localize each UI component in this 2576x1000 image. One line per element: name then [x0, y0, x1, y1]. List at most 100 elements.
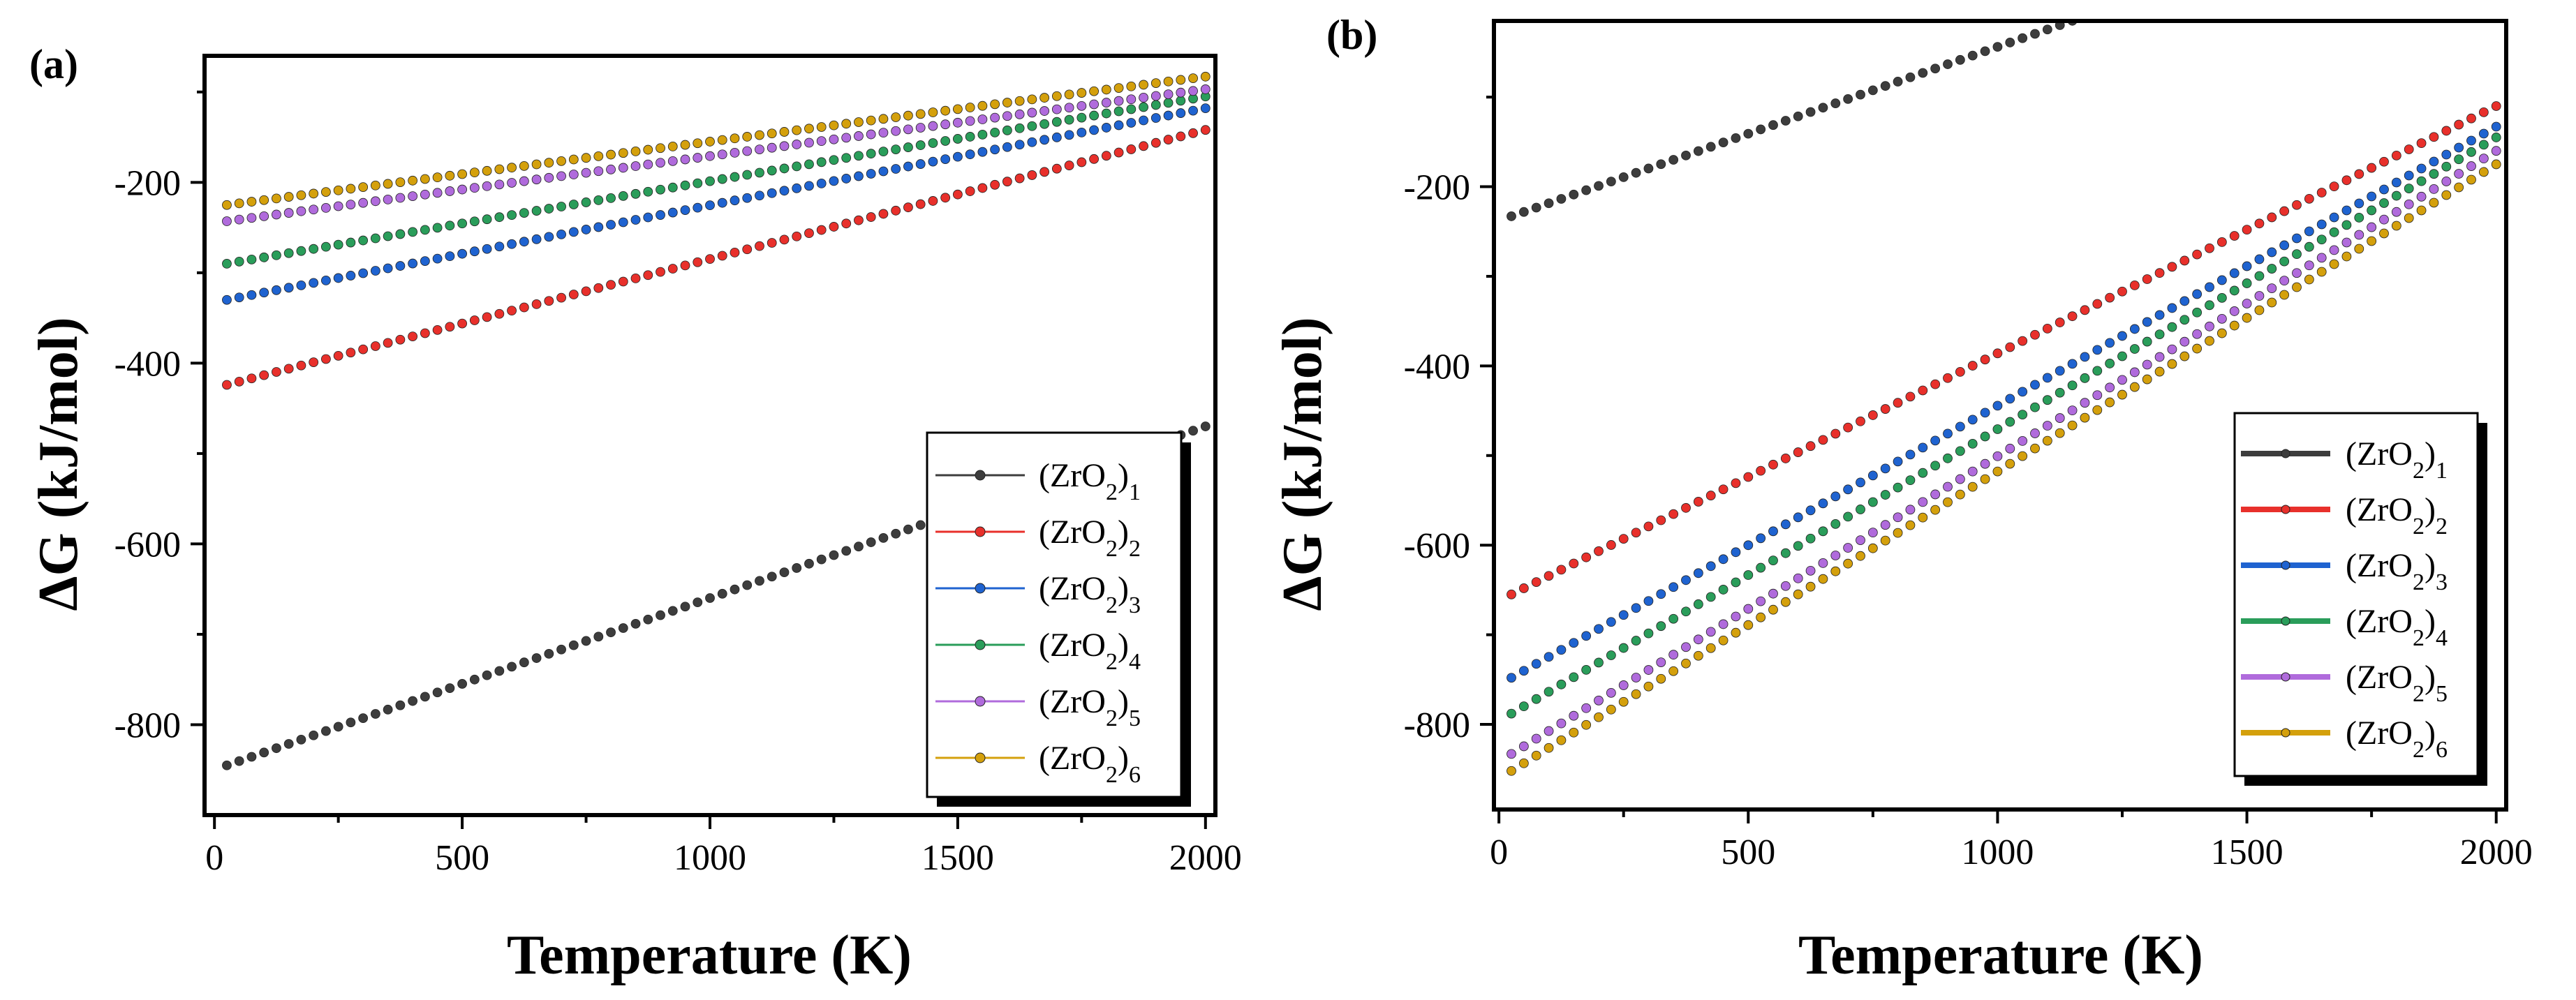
data-point — [1918, 385, 1928, 396]
data-point — [1718, 619, 1729, 629]
data-point — [816, 157, 827, 167]
data-point — [903, 110, 913, 121]
data-point — [519, 657, 529, 668]
data-point — [2055, 318, 2065, 327]
x-tick-label: 1500 — [921, 838, 994, 878]
data-point — [1893, 456, 1903, 467]
data-point — [1618, 172, 1629, 182]
data-point — [2055, 413, 2065, 423]
data-point — [2354, 169, 2364, 179]
data-point — [1113, 96, 1124, 106]
data-point — [432, 188, 443, 198]
data-point — [1793, 589, 1803, 599]
data-point — [965, 132, 975, 142]
data-point — [1830, 491, 1841, 502]
data-point — [482, 670, 492, 680]
data-point — [2341, 220, 2352, 230]
data-point — [606, 280, 616, 290]
data-point — [1643, 681, 1654, 692]
data-point — [1818, 435, 1828, 445]
data-point — [593, 632, 604, 642]
legend-box — [926, 431, 1183, 798]
data-point — [234, 376, 244, 387]
legend-item: (ZrO2)4 — [2241, 603, 2448, 651]
data-point — [346, 237, 356, 248]
data-point — [866, 212, 876, 222]
data-point — [246, 254, 257, 264]
data-point — [1768, 588, 1778, 599]
data-point — [2416, 163, 2427, 174]
data-point — [1113, 106, 1124, 117]
data-point — [1531, 733, 1541, 744]
data-point — [2192, 307, 2203, 318]
data-point — [1618, 680, 1629, 690]
data-point — [1955, 54, 1965, 65]
data-point — [507, 662, 517, 672]
data-point — [2105, 338, 2115, 348]
data-point — [1076, 100, 1087, 111]
data-point — [2304, 226, 2314, 237]
data-point — [2092, 390, 2103, 401]
data-point — [1967, 415, 1978, 425]
data-point — [878, 114, 889, 124]
data-point — [1606, 617, 1616, 627]
data-point — [1027, 121, 1037, 131]
data-point — [841, 546, 852, 556]
data-point — [2129, 324, 2140, 334]
data-point — [1002, 177, 1012, 187]
data-point — [259, 747, 269, 758]
data-point — [2005, 342, 2015, 352]
data-point — [1150, 113, 1161, 123]
data-point — [383, 195, 393, 204]
data-point — [643, 159, 653, 170]
data-point — [1139, 80, 1148, 90]
data-point — [2341, 175, 2352, 186]
data-point — [1718, 137, 1729, 147]
data-point — [2105, 359, 2115, 368]
data-point — [1992, 348, 2003, 359]
data-point — [2092, 366, 2103, 376]
data-point — [1705, 561, 1716, 572]
data-point — [1930, 461, 1941, 471]
data-point — [1930, 505, 1941, 515]
data-point — [1518, 701, 1529, 712]
data-point — [1967, 482, 1978, 492]
data-point — [618, 191, 628, 201]
data-point — [581, 153, 591, 163]
data-point — [445, 251, 455, 262]
data-point — [2154, 329, 2165, 340]
data-point — [755, 241, 764, 251]
data-point — [358, 268, 369, 278]
data-point — [1163, 89, 1174, 100]
data-point — [2205, 243, 2214, 253]
data-point — [1051, 104, 1062, 114]
data-point — [1089, 99, 1099, 110]
data-point — [792, 183, 802, 193]
data-point — [2018, 33, 2028, 43]
data-point — [1967, 466, 1978, 477]
data-point — [358, 344, 369, 355]
series-2 — [1507, 101, 2501, 599]
data-point — [1893, 482, 1903, 493]
data-point — [296, 206, 306, 216]
data-point — [321, 726, 331, 736]
data-point — [2179, 315, 2190, 325]
data-point — [445, 221, 455, 231]
data-point — [841, 153, 852, 163]
data-point — [1930, 435, 1941, 446]
data-point — [1705, 592, 1716, 602]
data-point — [1518, 758, 1529, 768]
data-point — [222, 259, 232, 269]
data-point — [519, 302, 529, 313]
data-point — [1731, 478, 1741, 488]
data-point — [953, 134, 963, 144]
data-point — [705, 254, 715, 264]
data-point — [693, 257, 703, 267]
data-point — [1188, 128, 1198, 138]
data-point — [2142, 374, 2152, 385]
data-point — [1518, 207, 1529, 217]
data-point — [667, 606, 678, 616]
data-point — [1014, 96, 1025, 106]
data-point — [2478, 154, 2489, 164]
data-point — [1176, 131, 1186, 142]
